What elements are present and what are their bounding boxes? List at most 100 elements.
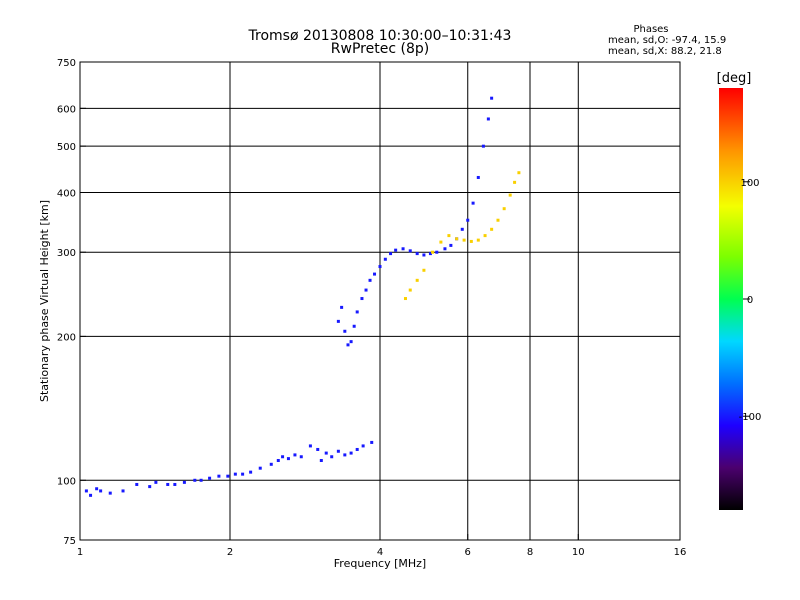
data-point: [99, 489, 103, 493]
data-point: [148, 485, 152, 489]
data-point: [89, 493, 93, 497]
data-point: [439, 240, 443, 244]
data-point: [460, 227, 464, 231]
data-point: [415, 252, 419, 256]
data-point: [431, 250, 435, 254]
data-point: [502, 207, 506, 211]
data-point: [422, 253, 426, 257]
data-point: [449, 243, 453, 247]
data-point: [408, 249, 412, 253]
data-point: [389, 252, 393, 256]
colorbar: [719, 88, 743, 510]
y-tick-label: 400: [57, 188, 76, 199]
y-tick-label: 500: [57, 142, 76, 153]
y-tick-label: 600: [57, 104, 76, 115]
data-point: [336, 319, 340, 323]
data-point: [394, 248, 398, 252]
x-tick-label: 1: [77, 547, 83, 558]
data-point: [469, 239, 473, 243]
data-point: [466, 218, 470, 222]
data-point: [486, 117, 490, 121]
data-point: [370, 440, 374, 444]
data-point: [483, 234, 487, 238]
data-point: [343, 329, 347, 333]
data-point: [336, 449, 340, 453]
colorbar-tick-label: -100: [739, 412, 762, 423]
colorbar-tick-label: 100: [740, 178, 759, 189]
data-point: [343, 453, 347, 457]
data-point: [276, 458, 280, 462]
data-point: [340, 305, 344, 309]
data-point: [447, 234, 451, 238]
x-tick-label: 16: [674, 547, 687, 558]
data-point: [233, 472, 237, 476]
data-point: [443, 247, 447, 251]
x-tick-label: 4: [377, 547, 383, 558]
data-point: [208, 476, 212, 480]
phase-info-title: Phases: [633, 24, 668, 35]
data-point: [95, 487, 99, 491]
data-point: [249, 470, 253, 474]
data-point: [316, 447, 320, 451]
grid-lines: [80, 62, 680, 540]
data-point: [121, 489, 125, 493]
y-tick-label: 300: [57, 248, 76, 259]
data-point: [378, 265, 382, 269]
data-point: [373, 272, 377, 276]
data-point: [476, 175, 480, 179]
data-point: [455, 237, 459, 241]
data-point: [299, 455, 303, 459]
data-point: [182, 480, 186, 484]
data-point: [403, 297, 407, 301]
y-tick-label: 750: [57, 58, 76, 69]
data-point: [319, 458, 323, 462]
x-tick-label: 6: [465, 547, 471, 558]
data-point: [513, 180, 517, 184]
colorbar-tick-label: 0: [747, 295, 753, 306]
chart-subtitle: RwPretec (8p): [331, 41, 429, 57]
data-point: [241, 472, 245, 476]
data-point: [471, 201, 475, 205]
data-point: [269, 462, 273, 466]
data-point: [383, 257, 387, 261]
x-tick-label: 8: [527, 547, 533, 558]
data-point: [217, 474, 221, 478]
colorbar-label: [deg]: [717, 71, 752, 86]
x-tick-label: 2: [227, 547, 233, 558]
data-point: [286, 457, 290, 461]
data-point: [166, 482, 170, 486]
data-point: [415, 278, 419, 282]
data-point: [226, 474, 230, 478]
y-tick-label: 200: [57, 332, 76, 343]
data-point: [293, 453, 297, 457]
data-point: [360, 297, 364, 301]
data-point: [364, 288, 368, 292]
data-point: [435, 250, 439, 254]
axis-ticks: 1 2 4 6 8 10 16 75 100 200 300 400 500 600 750: [57, 58, 686, 558]
data-point: [422, 268, 426, 272]
data-point: [517, 171, 521, 175]
data-point: [324, 451, 328, 455]
data-point: [84, 489, 88, 493]
data-point: [199, 478, 203, 482]
data-point: [355, 310, 359, 314]
data-point: [408, 288, 412, 292]
data-point: [462, 238, 466, 242]
data-point: [135, 482, 139, 486]
data-point: [355, 447, 359, 451]
data-point: [258, 466, 262, 470]
data-point: [349, 451, 353, 455]
data-point: [193, 478, 197, 482]
data-point: [490, 96, 494, 100]
data-point: [508, 193, 512, 197]
data-point: [349, 340, 353, 344]
data-point: [281, 455, 285, 459]
data-point: [308, 444, 312, 448]
data-point: [361, 444, 365, 448]
data-points: [84, 96, 521, 497]
data-point: [476, 238, 480, 242]
data-point: [108, 491, 112, 495]
x-axis-label: Frequency [MHz]: [334, 557, 426, 570]
phase-info-o: mean, sd,O: -97.4, 15.9: [608, 35, 726, 46]
